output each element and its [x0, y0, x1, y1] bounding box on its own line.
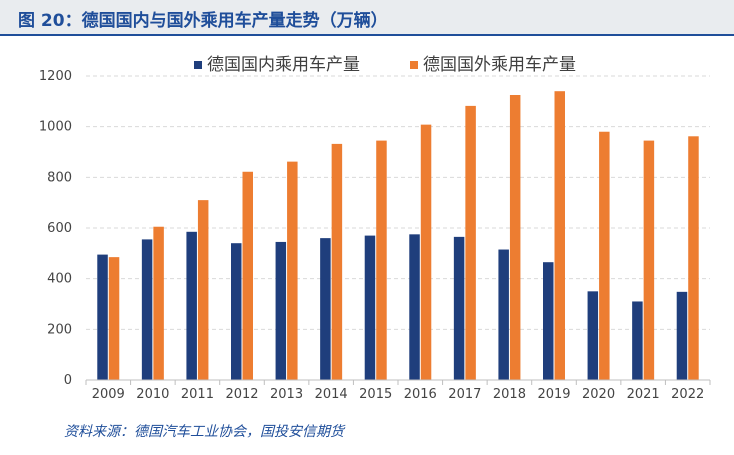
bar-domestic: [320, 238, 331, 380]
y-tick-label: 800: [47, 170, 72, 185]
x-tick-label: 2010: [136, 387, 169, 402]
bar-domestic: [141, 239, 153, 380]
bar-domestic: [498, 249, 509, 380]
y-tick-label: 1000: [39, 120, 72, 135]
x-tick-label: 2018: [493, 387, 526, 402]
gridlines: [86, 75, 710, 330]
bar-domestic: [409, 234, 420, 380]
bar-chart: 0 200 400 600 800 1000 1200 2009 2010 2011 2012 201…: [39, 55, 711, 402]
y-tick-label: 400: [47, 272, 72, 287]
bar-domestic: [543, 262, 554, 380]
legend-label-foreign: 德国国外乘用车产量: [423, 55, 576, 75]
bar-foreign: [465, 105, 476, 380]
bar-foreign: [331, 143, 343, 380]
bar-foreign: [242, 171, 253, 380]
bar-foreign: [554, 91, 565, 380]
legend-label-domestic: 德国国内乘用车产量: [207, 55, 360, 75]
x-tick-label: 2021: [627, 387, 660, 402]
bar-domestic: [364, 235, 376, 380]
title-rule: [0, 34, 734, 36]
y-tick-label: 600: [47, 221, 72, 236]
y-tick-label: 1200: [39, 69, 72, 84]
bar-foreign: [509, 95, 521, 380]
x-tick-label: 2016: [404, 387, 437, 402]
x-tick-label: 2011: [181, 387, 214, 402]
bar-foreign: [197, 200, 209, 380]
bar-domestic: [231, 243, 242, 380]
bar-domestic: [275, 241, 287, 380]
x-tick-label: 2019: [537, 387, 570, 402]
bar-domestic: [453, 236, 465, 380]
x-tick-label: 2012: [225, 387, 258, 402]
bar-domestic: [632, 301, 643, 380]
legend-swatch-domestic: [194, 61, 202, 69]
bar-foreign: [599, 131, 610, 380]
legend: 德国国内乘用车产量 德国国外乘用车产量: [194, 55, 576, 75]
x-tick-label: 2014: [315, 387, 348, 402]
x-tick-label: 2017: [448, 387, 481, 402]
axes: 0 200 400 600 800 1000 1200 2009 2010 2011 2012 201…: [39, 69, 711, 402]
bar-foreign: [287, 161, 298, 380]
x-tick-label: 2013: [270, 387, 303, 402]
bars: [97, 91, 699, 380]
x-tick-label: 2022: [671, 387, 704, 402]
y-tick-label: 0: [64, 373, 72, 388]
bar-foreign: [643, 140, 655, 380]
y-tick-label: 200: [47, 322, 72, 337]
title-bar: 图 20：德国国内与国外乘用车产量走势（万辆）: [0, 0, 734, 34]
x-tick-label: 2015: [359, 387, 392, 402]
bar-domestic: [676, 291, 688, 380]
source-note: 资料来源：德国汽车工业协会，国投安信期货: [64, 424, 344, 440]
bar-foreign: [420, 124, 432, 380]
bar-foreign: [108, 257, 120, 380]
bar-foreign: [688, 136, 699, 380]
bar-domestic: [186, 231, 197, 380]
x-tick-label: 2020: [582, 387, 615, 402]
bar-foreign: [153, 226, 164, 380]
bar-domestic: [587, 291, 599, 380]
bar-foreign: [376, 140, 387, 380]
x-tick-label: 2009: [92, 387, 125, 402]
bar-domestic: [97, 254, 108, 380]
legend-swatch-foreign: [410, 61, 418, 69]
figure-title: 图 20：德国国内与国外乘用车产量走势（万辆）: [18, 11, 388, 31]
